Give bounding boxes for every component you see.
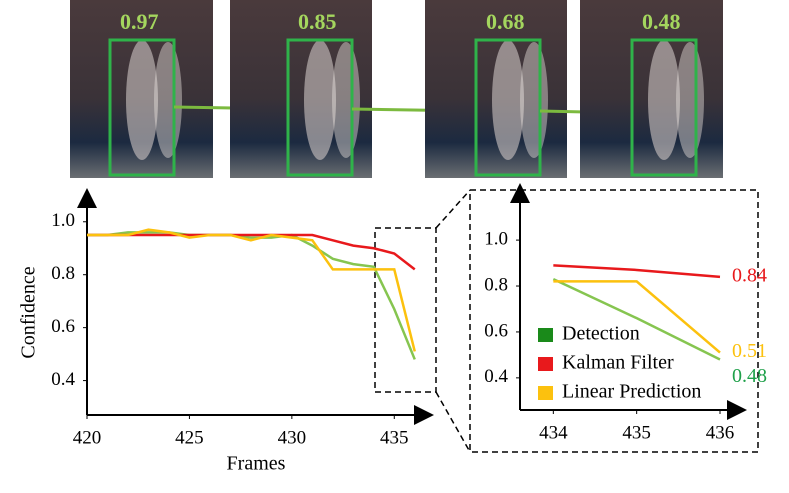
- y-tick-label: 0.6: [484, 320, 508, 341]
- person: [676, 42, 704, 158]
- detection-box: [286, 38, 354, 177]
- x-axis-label: Frames: [227, 453, 286, 475]
- series-line: [552, 278, 721, 361]
- detection-score: 0.85: [298, 9, 337, 34]
- x-tick-label: 430: [278, 427, 307, 448]
- series-line: [87, 228, 416, 352]
- photo-strip: 0.97 0.85 0.68 0.48: [70, 0, 723, 178]
- series-line: [87, 231, 416, 360]
- detection-box: [474, 38, 542, 177]
- person: [648, 40, 680, 160]
- legend-label: Detection: [562, 323, 640, 345]
- end-value-label: 0.48: [732, 365, 767, 387]
- photo: [230, 0, 372, 178]
- x-tick-label: 425: [175, 427, 204, 448]
- y-tick-label: 0.8: [484, 274, 508, 295]
- detection-score: 0.48: [642, 9, 681, 34]
- legend-swatch: [538, 328, 553, 342]
- legend-label: Kalman Filter: [562, 352, 674, 374]
- end-value-label: 0.84: [732, 264, 767, 286]
- y-tick-label: 0.6: [51, 316, 75, 337]
- legend-label: Linear Prediction: [562, 381, 701, 403]
- zoom-box: [469, 189, 759, 453]
- zoom-region: [374, 227, 437, 393]
- y-tick-label: 0.8: [51, 263, 75, 284]
- person: [520, 42, 548, 158]
- y-tick-label: 0.4: [51, 369, 75, 390]
- y-tick-label: 1.0: [484, 228, 508, 249]
- detection-box: [630, 38, 698, 177]
- person: [126, 40, 158, 160]
- y-tick-label: 0.4: [484, 366, 508, 387]
- legend-swatch: [538, 386, 553, 400]
- end-value-label: 0.51: [732, 340, 767, 362]
- series-line: [553, 264, 721, 279]
- y-axis-label: Confidence: [18, 266, 40, 358]
- zoom-guides: [374, 189, 759, 453]
- x-tick-label: 420: [73, 427, 102, 448]
- x-tick-label: 434: [539, 422, 568, 443]
- x-tick-label: 435: [380, 427, 409, 448]
- person: [154, 42, 182, 158]
- zoom-connector: [435, 189, 471, 229]
- series-line: [87, 233, 416, 271]
- person: [332, 42, 360, 158]
- series-line: [553, 280, 721, 354]
- x-tick-label: 435: [622, 422, 651, 443]
- zoom-connector: [435, 391, 471, 453]
- y-tick-label: 1.0: [51, 210, 75, 231]
- detection-score: 0.97: [120, 9, 159, 34]
- legend-swatch: [538, 357, 553, 371]
- x-tick-label: 436: [706, 422, 735, 443]
- person: [492, 40, 524, 160]
- person: [304, 40, 336, 160]
- detection-score: 0.68: [486, 9, 525, 34]
